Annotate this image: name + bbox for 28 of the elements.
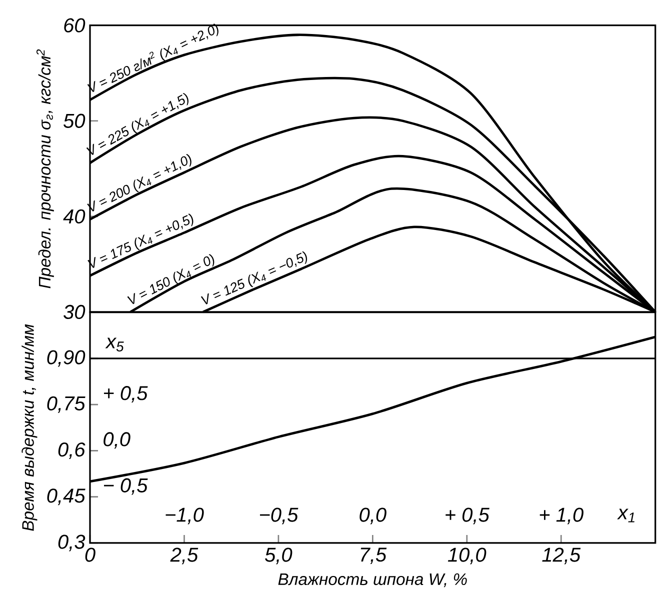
x2-tick-label: + 0,5 <box>446 508 490 524</box>
y2-tick-label: − 0,5 <box>104 478 148 495</box>
x-tick-label: 2,5 <box>170 548 198 564</box>
y-tick-label: 40 <box>63 209 86 224</box>
y-tick-label: 0,3 <box>58 534 86 552</box>
y-tick-label: 50 <box>63 114 86 128</box>
x-tick-label: 7,5 <box>360 548 387 564</box>
y-tick-label: 0,45 <box>47 488 86 506</box>
x-tick-label: 0 <box>85 548 96 562</box>
x2-tick-label: −0,5 <box>260 508 298 524</box>
y2-tick-label: 0,0 <box>104 432 130 449</box>
x-tick-label: 10,0 <box>448 548 486 564</box>
x-tick-label: 12,5 <box>542 548 581 564</box>
y-tick-label: 60 <box>64 18 86 32</box>
y2-tick-label: + 0,5 <box>104 386 148 403</box>
x2-tick-label: −1,0 <box>166 508 204 524</box>
y-axis-title: Предел. прочности σ$_{г}$, кгс/см$^{2}$ <box>36 49 54 288</box>
y-tick-label: 0,75 <box>47 396 86 413</box>
x2-tick-label: + 1,0 <box>540 508 584 524</box>
y-axis-title: Время выдержки t, мин/мм <box>22 324 38 531</box>
x2-tick-label: 0,0 <box>360 508 386 524</box>
y-tick-label: 0,90 <box>47 350 86 367</box>
y-tick-label: 0,6 <box>58 442 86 459</box>
y-tick-label: 30 <box>64 304 86 320</box>
x-axis-title: Влажность шпона W, % <box>278 573 467 588</box>
y2-axis-title: x$_{5}$ <box>105 338 124 352</box>
x-tick-label: 5,0 <box>264 548 292 564</box>
x2-axis-title: x$_{1}$ <box>617 508 634 522</box>
